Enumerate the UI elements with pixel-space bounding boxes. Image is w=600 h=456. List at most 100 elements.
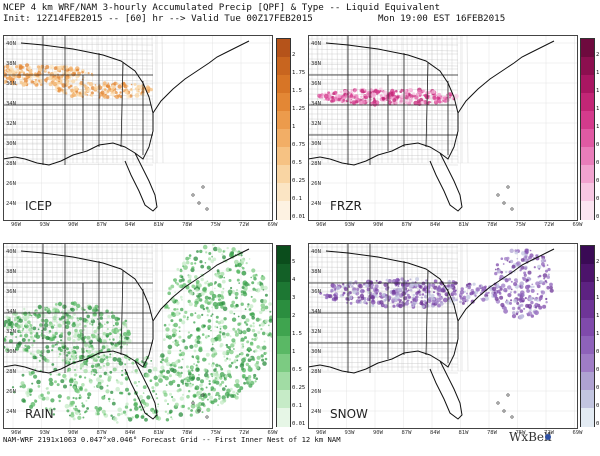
lat-label: 30N bbox=[311, 349, 321, 355]
colorbar-label: 0.25 bbox=[596, 178, 600, 184]
colorbar-label: 0.5 bbox=[292, 160, 302, 166]
colorbar-swatch bbox=[277, 183, 290, 202]
lon-label: 72W bbox=[239, 430, 249, 436]
colorbar-label: 2 bbox=[292, 313, 296, 319]
panel-icep: 40N 38N 36N 34N 32N 30N 28N 26N 24N ICEP bbox=[3, 35, 273, 221]
colorbar-swatch bbox=[277, 282, 290, 301]
colorbar-label: 0.5 bbox=[596, 367, 600, 373]
lat-label: 24N bbox=[311, 409, 321, 415]
lon-label: 84W bbox=[125, 222, 135, 228]
lat-label: 36N bbox=[311, 81, 321, 87]
lon-label: 90W bbox=[68, 430, 78, 436]
lat-label: 38N bbox=[311, 61, 321, 67]
colorbar-label: 0.01 bbox=[596, 421, 600, 427]
lat-label: 32N bbox=[311, 329, 321, 335]
colorbar-label: 0.01 bbox=[292, 421, 306, 427]
lat-label: 38N bbox=[6, 61, 16, 67]
colorbar-label: 1 bbox=[292, 349, 296, 355]
colorbar-swatch bbox=[277, 336, 290, 355]
colorbar-label: 3 bbox=[292, 295, 296, 301]
lat-label: 30N bbox=[6, 141, 16, 147]
lat-label: 24N bbox=[311, 201, 321, 207]
lat-label: 36N bbox=[311, 289, 321, 295]
colorbar-swatch bbox=[277, 165, 290, 184]
colorbar-label: 1.5 bbox=[292, 331, 302, 337]
colorbar-label: 1.5 bbox=[596, 295, 600, 301]
lon-label: 90W bbox=[373, 222, 383, 228]
lon-label: 75W bbox=[210, 222, 221, 228]
lat-label: 28N bbox=[311, 369, 321, 375]
colorbar-label: 0.01 bbox=[292, 214, 306, 220]
colorbar-label: 0.1 bbox=[596, 196, 600, 202]
lat-label: 40N bbox=[311, 249, 321, 255]
colorbar-label: 0.25 bbox=[292, 178, 306, 184]
colorbar-swatch bbox=[581, 318, 594, 337]
colorbar-label: 5 bbox=[292, 259, 296, 265]
colorbar-swatch bbox=[581, 111, 594, 130]
lat-label: 40N bbox=[6, 41, 16, 47]
colorbar-swatch bbox=[581, 390, 594, 409]
colorbar-swatch bbox=[277, 246, 290, 265]
wxbell-logo: WxBell bbox=[509, 430, 552, 444]
lat-label: 34N bbox=[311, 309, 321, 315]
colorbar-label: 2 bbox=[292, 52, 296, 58]
lat-label: 34N bbox=[311, 101, 321, 107]
lon-label: 93W bbox=[39, 222, 50, 228]
panel-snow: 40N 38N 36N 34N 32N 30N 28N 26N 24N SNOW bbox=[308, 243, 578, 429]
lon-label: 69W bbox=[572, 222, 583, 228]
init-valid-line: Init: 12Z14FEB2015 -- [60] hr --> Valid … bbox=[3, 13, 313, 24]
lon-label: 81W bbox=[458, 430, 469, 436]
colorbar-swatch bbox=[277, 318, 290, 337]
colorbar-swatch bbox=[277, 372, 290, 391]
colorbar-icep bbox=[276, 38, 291, 220]
colorbar-swatch bbox=[277, 57, 290, 76]
lon-label: 93W bbox=[344, 222, 355, 228]
colorbar-swatch bbox=[581, 282, 594, 301]
colorbar-swatch bbox=[277, 201, 290, 220]
lat-label: 40N bbox=[6, 249, 16, 255]
colorbar-label: 1.25 bbox=[596, 106, 600, 112]
panel-label-frzr: FRZR bbox=[330, 199, 362, 213]
lon-label: 72W bbox=[544, 430, 554, 436]
colorbar-label: 0.5 bbox=[596, 160, 600, 166]
colorbar-swatch bbox=[277, 93, 290, 112]
panel-rain: 40N 38N 36N 34N 32N 30N 28N 26N 24N RAIN bbox=[3, 243, 273, 429]
colorbar-label: 1.25 bbox=[596, 313, 600, 319]
colorbar-label: 0.01 bbox=[596, 214, 600, 220]
lon-label: 75W bbox=[515, 430, 526, 436]
colorbar-label: 1 bbox=[292, 124, 296, 130]
colorbar-label: 0.1 bbox=[596, 403, 600, 409]
lon-label: 84W bbox=[125, 430, 135, 436]
lon-label: 96W bbox=[11, 222, 21, 228]
lon-label: 93W bbox=[39, 430, 50, 436]
colorbar-label: 1 bbox=[596, 124, 600, 130]
lon-label: 78W bbox=[182, 430, 192, 436]
lon-label: 90W bbox=[373, 430, 383, 436]
lon-label: 69W bbox=[267, 430, 278, 436]
grid-footer: NAM-WRF 2191x1063 0.047°x0.046° Forecast… bbox=[3, 435, 341, 444]
lat-label: 26N bbox=[6, 389, 16, 395]
colorbar-swatch bbox=[581, 354, 594, 373]
lon-label: 78W bbox=[487, 430, 497, 436]
panel-label-snow: SNOW bbox=[330, 407, 368, 421]
lon-label: 69W bbox=[267, 222, 278, 228]
logo-globe-icon bbox=[545, 434, 551, 440]
lat-label: 30N bbox=[311, 141, 321, 147]
lon-label: 93W bbox=[344, 430, 355, 436]
colorbar-label: 0.75 bbox=[596, 142, 600, 148]
colorbar-swatch bbox=[581, 408, 594, 427]
map-snow bbox=[308, 243, 578, 429]
colorbar-swatch bbox=[277, 300, 290, 319]
lat-label: 36N bbox=[6, 81, 16, 87]
lon-label: 87W bbox=[401, 430, 412, 436]
colorbar-swatch bbox=[581, 264, 594, 283]
lon-label: 81W bbox=[153, 430, 164, 436]
colorbar-swatch bbox=[277, 408, 290, 427]
colorbar-swatch bbox=[581, 93, 594, 112]
lat-label: 32N bbox=[311, 121, 321, 127]
lon-label: 69W bbox=[572, 430, 583, 436]
colorbar-swatch bbox=[581, 39, 594, 58]
colorbar-label: 0.75 bbox=[292, 142, 306, 148]
lon-label: 84W bbox=[430, 430, 440, 436]
colorbar-swatch bbox=[277, 39, 290, 58]
